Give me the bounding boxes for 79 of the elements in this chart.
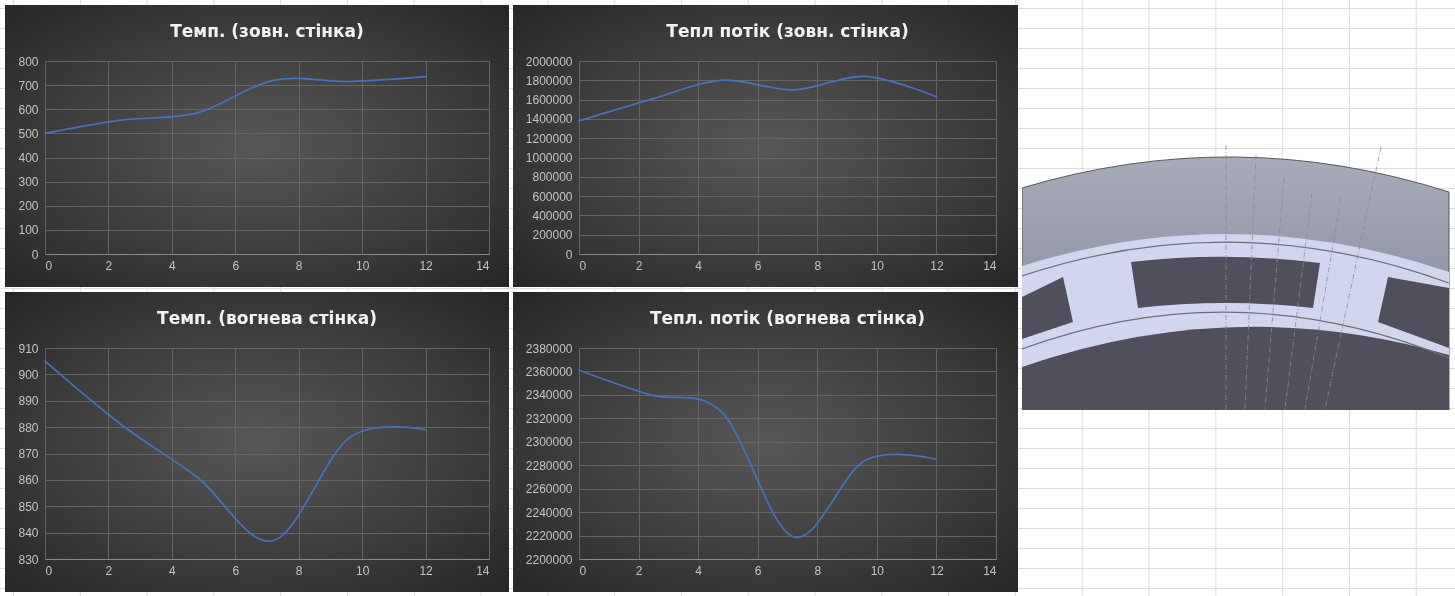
x-tick-label: 8: [295, 258, 303, 273]
line-series: [44, 360, 427, 542]
y-tick-label: 2220000: [525, 529, 573, 544]
y-tick-label: 700: [18, 78, 39, 93]
chart-title: Тепл потік (зовн. стінка): [666, 21, 909, 41]
x-tick-label: 4: [169, 563, 177, 578]
x-tick-label: 8: [814, 258, 822, 273]
x-tick-label: 14: [476, 563, 490, 578]
y-tick-label: 880: [18, 420, 39, 435]
x-tick-label: 6: [754, 563, 762, 578]
x-tick-label: 14: [476, 258, 490, 273]
x-tick-label: 8: [814, 563, 822, 578]
x-tick-label: 2: [635, 563, 643, 578]
y-tick-label: 2280000: [525, 458, 573, 473]
y-tick-label: 400000: [532, 208, 573, 223]
y-tick-label: 0: [31, 247, 39, 262]
y-tick-label: 1600000: [525, 93, 573, 108]
x-tick-label: 12: [930, 563, 944, 578]
y-tick-label: 500: [18, 126, 39, 141]
chart-title: Темп. (вогнева стінка): [157, 308, 377, 328]
x-tick-label: 10: [355, 258, 370, 273]
x-tick-label: 6: [232, 258, 240, 273]
y-tick-label: 910: [18, 341, 39, 356]
y-tick-label: 400: [18, 151, 39, 165]
y-tick-label: 840: [18, 526, 39, 541]
y-tick-label: 2000000: [525, 54, 573, 69]
y-tick-label: 200: [18, 199, 39, 214]
y-tick-label: 2260000: [525, 482, 573, 497]
x-tick-label: 4: [169, 258, 177, 273]
x-tick-label: 4: [695, 258, 703, 273]
y-tick-label: 870: [18, 447, 39, 461]
chart-title: Тепл. потік (вогнева стінка): [649, 308, 926, 328]
x-tick-label: 10: [355, 563, 370, 578]
x-tick-label: 8: [295, 563, 303, 578]
y-tick-label: 2240000: [525, 505, 573, 520]
chart-title: Темп. (зовн. стінка): [170, 21, 364, 41]
x-tick-label: 6: [754, 258, 762, 273]
x-tick-label: 0: [579, 258, 587, 273]
line-series: [578, 75, 938, 122]
y-tick-label: 1200000: [525, 131, 573, 146]
y-tick-label: 0: [565, 247, 573, 262]
y-tick-label: 2360000: [525, 364, 573, 379]
x-tick-label: 14: [983, 563, 997, 578]
y-tick-label: 830: [18, 552, 39, 567]
y-tick-label: 100: [18, 223, 39, 238]
x-tick-label: 12: [419, 563, 434, 578]
y-tick-label: 2380000: [525, 341, 573, 356]
y-tick-label: 850: [18, 499, 39, 514]
x-tick-label: 6: [232, 563, 240, 578]
y-tick-label: 800: [18, 54, 39, 69]
x-tick-label: 4: [695, 563, 703, 578]
y-tick-label: 900: [18, 367, 39, 382]
y-tick-label: 300: [18, 175, 39, 190]
y-tick-label: 800000: [532, 170, 573, 185]
y-tick-label: 860: [18, 473, 39, 488]
x-tick-label: 0: [579, 563, 587, 578]
x-tick-label: 0: [45, 563, 53, 578]
y-tick-label: 200000: [532, 228, 573, 243]
x-tick-label: 10: [870, 258, 885, 273]
x-tick-label: 2: [105, 258, 113, 273]
y-tick-label: 2300000: [525, 435, 573, 450]
y-tick-label: 2200000: [525, 552, 573, 567]
y-tick-label: 1000000: [525, 151, 573, 165]
x-tick-label: 10: [870, 563, 885, 578]
y-tick-label: 600: [18, 102, 39, 117]
x-tick-label: 2: [635, 258, 643, 273]
y-tick-label: 1400000: [525, 112, 573, 127]
x-tick-label: 2: [105, 563, 113, 578]
y-tick-label: 600000: [532, 189, 573, 204]
x-tick-label: 12: [930, 258, 944, 273]
line-series: [44, 75, 427, 135]
x-tick-label: 0: [45, 258, 53, 273]
y-tick-label: 2320000: [525, 411, 573, 426]
y-tick-label: 1800000: [525, 73, 573, 88]
line-series: [578, 369, 938, 538]
x-tick-label: 12: [419, 258, 434, 273]
y-tick-label: 890: [18, 394, 39, 409]
y-tick-label: 2340000: [525, 388, 573, 403]
x-tick-label: 14: [983, 258, 997, 273]
